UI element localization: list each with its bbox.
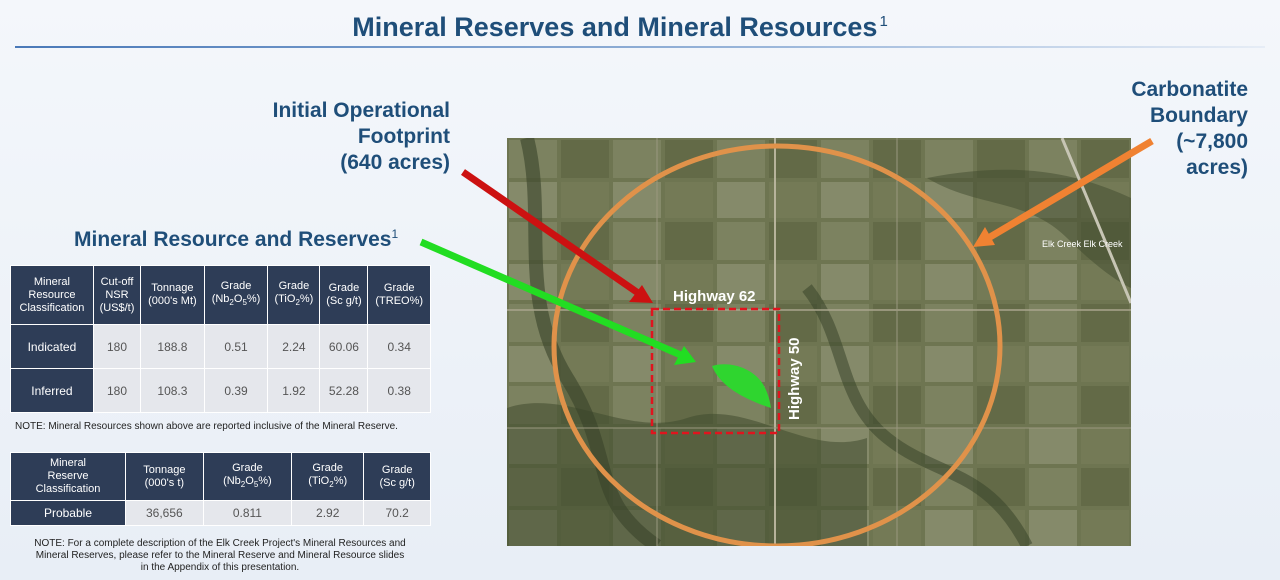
footprint-callout: Initial Operational Footprint (640 acres…: [272, 99, 450, 174]
table-cell: 52.28: [319, 368, 369, 413]
header-classification: Mineral Reserve Classification: [10, 452, 126, 501]
table-cell: 0.34: [367, 324, 431, 369]
table-cell: 60.06: [319, 324, 369, 369]
table-row: Probable 36,656 0.811 2.92 70.2: [10, 500, 431, 526]
operational-footprint-box: [650, 307, 781, 435]
header-grade-nb: Grade (Nb2O5%): [203, 265, 269, 325]
row-label-inferred: Inferred: [10, 368, 94, 413]
table-cell: 188.8: [140, 324, 205, 369]
table-cell: 2.24: [267, 324, 321, 369]
table-cell: 2.92: [291, 500, 365, 526]
satellite-map: Highway 62 Highway 50 Elk Creek Elk Cree…: [507, 138, 1131, 546]
carbonatite-callout: Carbonatite Boundary (~7,800 acres): [1131, 78, 1248, 179]
red-arrow: [461, 169, 643, 298]
creek-corridor: [520, 138, 661, 546]
table-cell: 1.92: [267, 368, 321, 413]
green-arrow-head: [674, 346, 696, 365]
header-tonnage: Tonnage (000's t): [124, 452, 204, 501]
railway: [1060, 138, 1131, 304]
header-grade-treo: Grade (TREO%): [367, 265, 431, 325]
mineral-reserves-table: Mineral Reserve Classification Tonnage (000…: [10, 452, 431, 526]
table-cell: 0.39: [203, 368, 269, 413]
header-grade-ti: Grade (TiO2%): [291, 452, 365, 501]
table-cell: 36,656: [124, 500, 204, 526]
table-row: Indicated 180 188.8 0.51 2.24 60.06 0.34: [10, 324, 431, 369]
deposit-shape: [712, 364, 771, 408]
header-grade-sc: Grade (Sc g/t): [319, 265, 369, 325]
header-classification: Mineral Resource Classification: [10, 265, 94, 325]
table-cell: 0.51: [203, 324, 269, 369]
town-label: Elk Creek Elk Creek: [1042, 239, 1123, 249]
table-cell: 0.811: [202, 500, 293, 526]
resources-note: NOTE: Mineral Resources shown above are …: [15, 421, 398, 432]
resource-callout: Mineral Resource and Reserves1: [74, 227, 399, 251]
green-arrow: [419, 238, 685, 360]
orange-arrow-head: [973, 227, 995, 247]
highway-50-label: Highway 50: [786, 337, 803, 420]
table-cell: 180: [92, 368, 142, 413]
table-cell: 108.3: [140, 368, 205, 413]
carbonatite-boundary: [551, 143, 1003, 546]
table-row: Inferred 180 108.3 0.39 1.92 52.28 0.38: [10, 368, 431, 413]
title-divider: [15, 46, 1265, 48]
header-tonnage: Tonnage (000's Mt): [140, 265, 205, 325]
map-canvas: Highway 62 Highway 50 Elk Creek Elk Cree…: [507, 138, 1131, 546]
header-grade-sc: Grade (Sc g/t): [363, 452, 431, 501]
table-cell: 0.38: [367, 368, 431, 413]
highway-62-label: Highway 62: [673, 288, 756, 305]
row-label-probable: Probable: [10, 500, 126, 526]
mineral-resources-table: Mineral Resource Classification Cut-off NSR…: [10, 265, 431, 413]
appendix-note: NOTE: For a complete description of the …: [34, 538, 406, 573]
orange-arrow: [983, 137, 1154, 244]
table-cell: 70.2: [363, 500, 431, 526]
red-arrow-head: [629, 285, 653, 303]
table-cell: 180: [92, 324, 142, 369]
page-title: Mineral Reserves and Mineral Resources 1: [352, 12, 888, 42]
header-cutoff: Cut-off NSR (US$/t): [92, 265, 142, 325]
creek-corridor: [802, 284, 1033, 546]
header-grade-ti: Grade (TiO2%): [267, 265, 321, 325]
row-label-indicated: Indicated: [10, 324, 94, 369]
vegetation-patch: [927, 169, 1131, 288]
